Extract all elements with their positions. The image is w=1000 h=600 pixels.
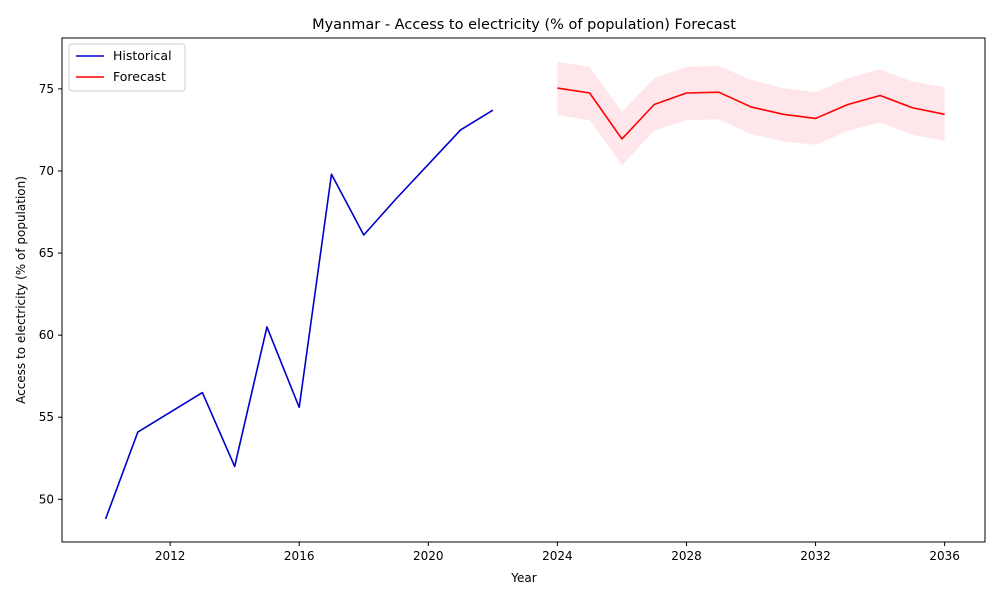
legend: Historical Forecast [68,43,186,92]
y-tick-label: 60 [39,328,54,342]
forecast-line [557,87,945,140]
x-tick-label: 2024 [542,549,573,563]
y-tick-label: 75 [39,82,54,96]
forecast-confidence-band-layer [557,61,945,166]
x-axis-label: Year [510,571,536,585]
x-axis: 2012 2016 2020 2024 2028 2032 2036 [155,542,960,563]
y-tick-label: 65 [39,246,54,260]
x-tick-label: 2012 [155,549,186,563]
x-tick-label: 2028 [671,549,702,563]
y-axis-label: Access to electricity (% of population) [14,176,28,404]
forecast-confidence-band [557,61,945,166]
y-tick-label: 55 [39,410,54,424]
historical-line [104,109,494,520]
y-tick-label: 70 [39,164,54,178]
series-line-layer [104,87,945,520]
legend-historical-label: Historical [113,48,172,63]
x-tick-label: 2016 [284,549,315,563]
plot-frame [61,37,986,543]
y-axis: 50 55 60 65 70 75 [39,82,62,506]
x-tick-label: 2036 [929,549,960,563]
legend-forecast-label: Forecast [113,69,166,84]
chart-title: Myanmar - Access to electricity (% of po… [312,17,736,33]
x-tick-label: 2032 [800,549,831,563]
plot-area [61,37,986,543]
x-tick-label: 2020 [413,549,444,563]
y-tick-label: 50 [39,492,54,506]
